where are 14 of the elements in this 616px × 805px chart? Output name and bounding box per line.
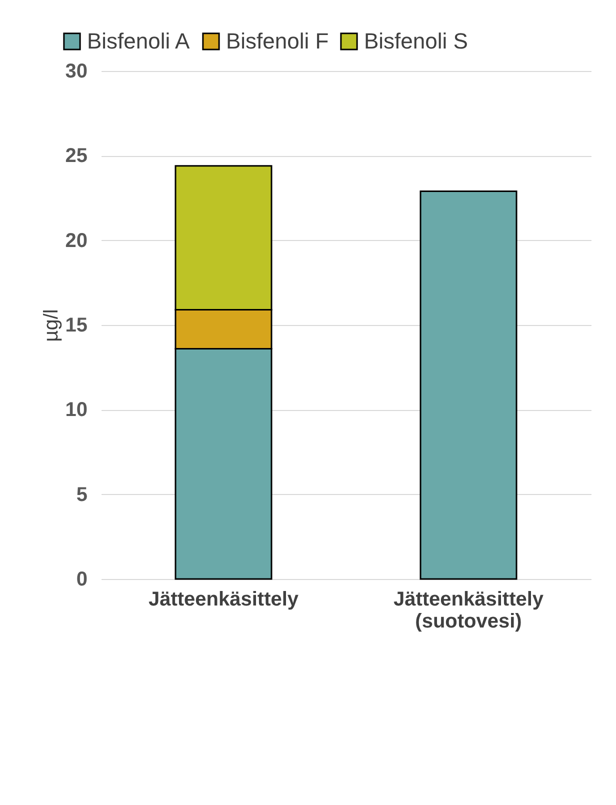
legend-label: Bisfenoli S [364,28,468,54]
legend-label: Bisfenoli A [87,28,190,54]
legend-label: Bisfenoli F [226,28,329,54]
y-tick-label: 20 [65,230,88,252]
y-axis-title: µg/l [40,309,62,342]
y-tick-label: 0 [76,568,88,590]
x-tick-label: Jätteenkäsittely [148,588,300,610]
x-tick-label: Jätteenkäsittely (suotovesi) [393,588,544,632]
y-tick-label: 10 [65,399,88,422]
y-tick-label: 25 [65,145,88,168]
y-tick-label: 15 [65,314,88,336]
y-tick-label: 30 [65,60,88,82]
y-tick-label: 5 [76,484,88,506]
bar [420,190,518,580]
